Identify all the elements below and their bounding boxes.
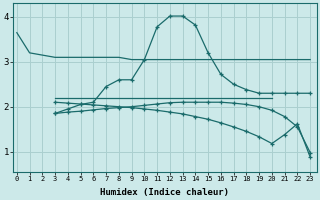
X-axis label: Humidex (Indice chaleur): Humidex (Indice chaleur) [100, 188, 229, 197]
